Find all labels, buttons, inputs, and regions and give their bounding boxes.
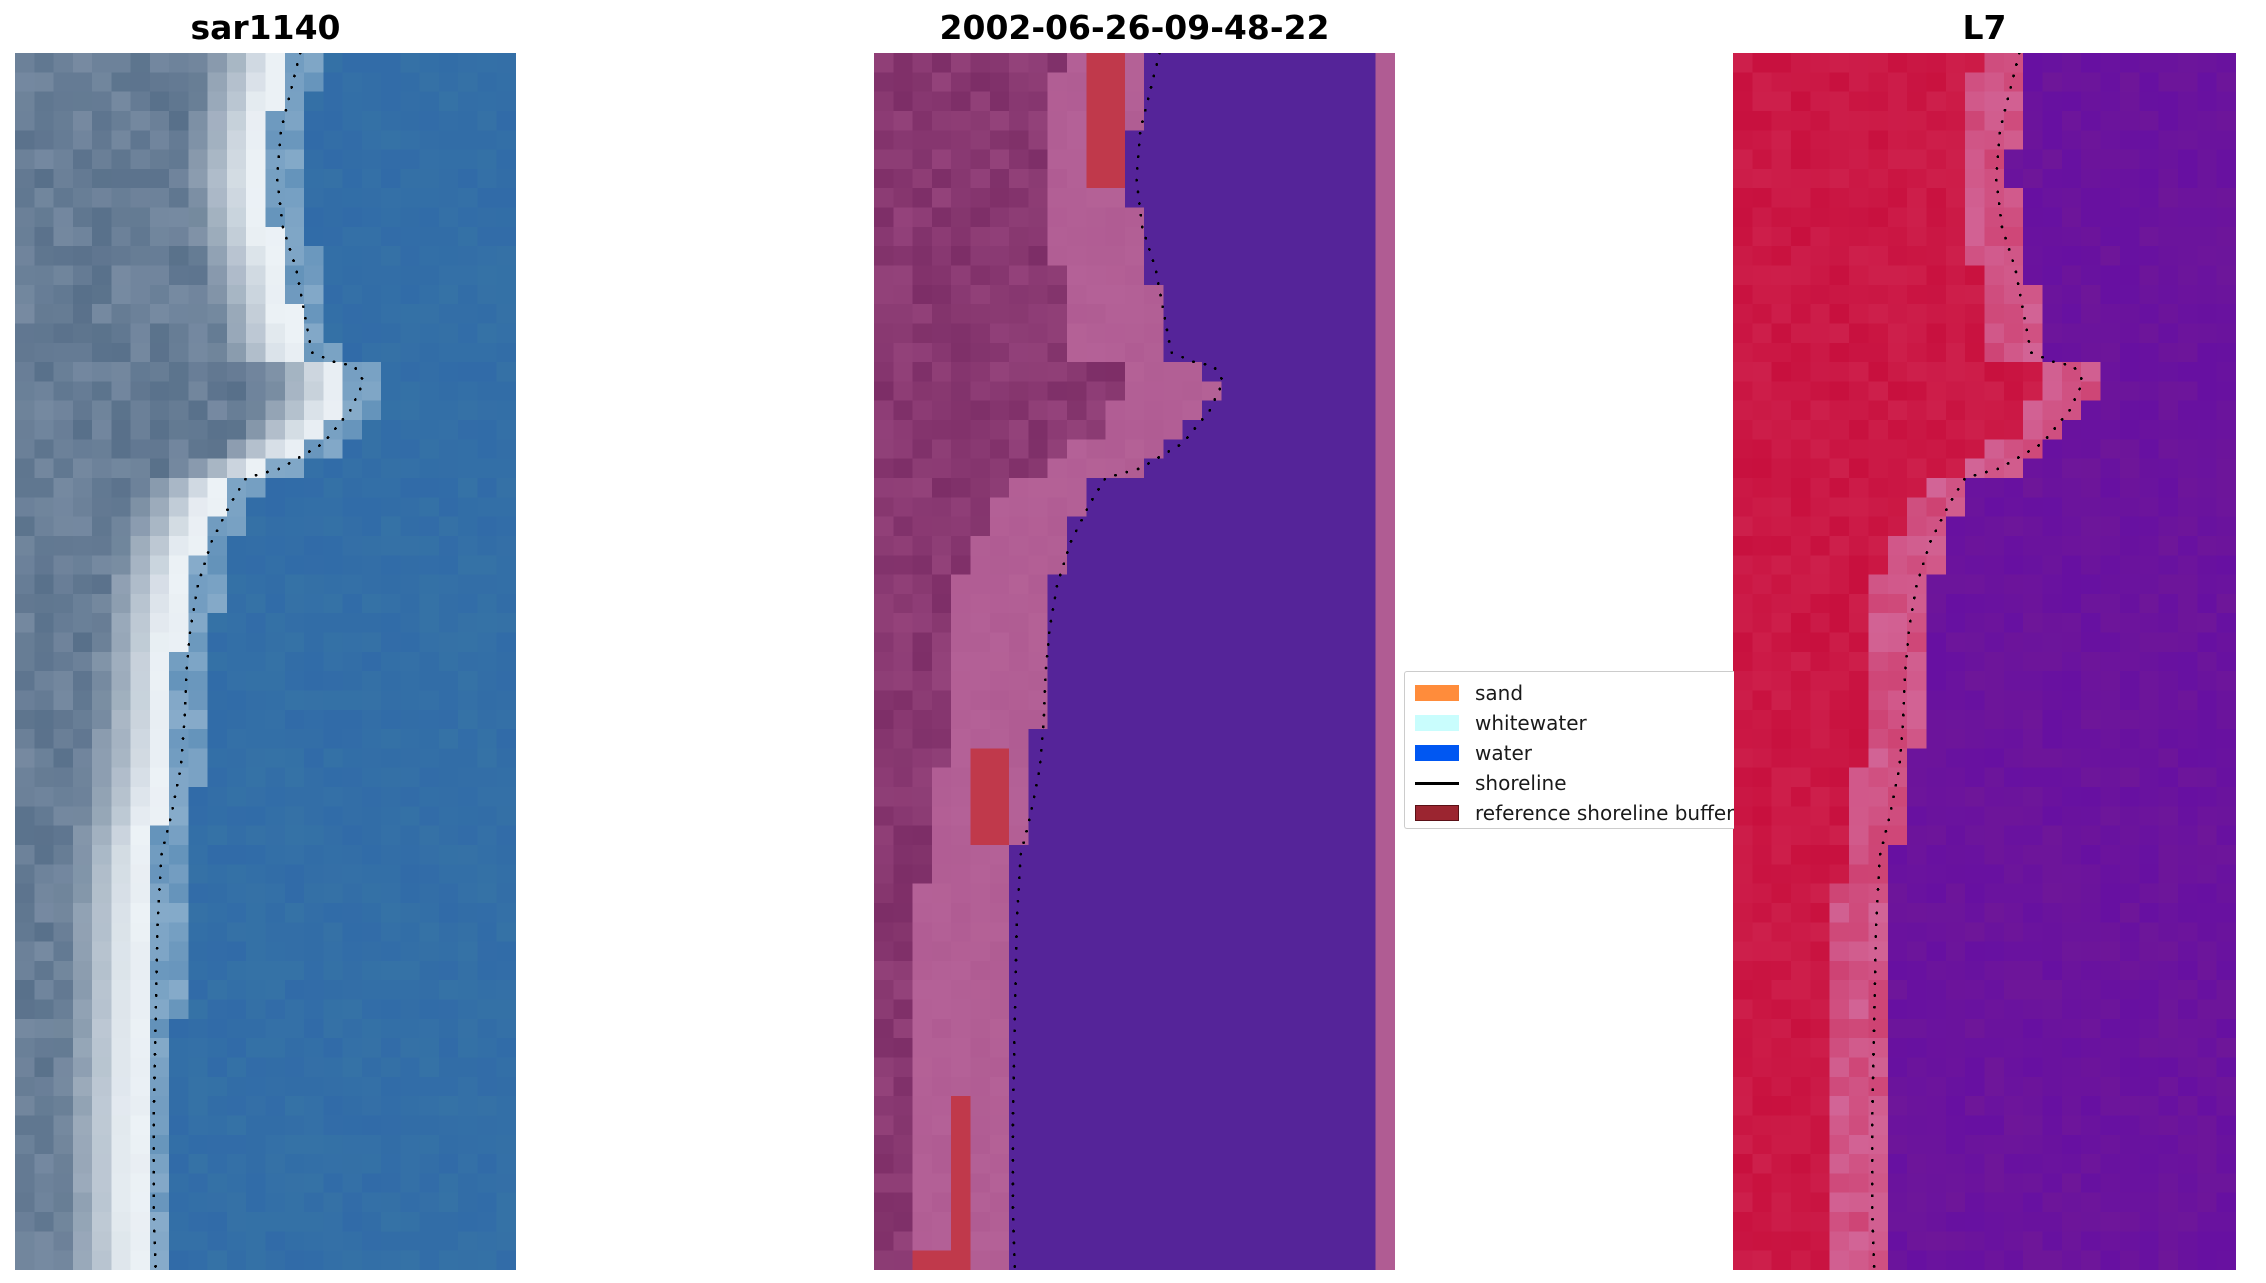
legend-item-whitewater: whitewater <box>1415 708 1734 738</box>
rgb-image-panel <box>15 53 516 1270</box>
legend-item-buffer: reference shoreline buffer <box>1415 798 1734 828</box>
legend: sand whitewater water shoreline referenc… <box>1404 671 1734 829</box>
legend-label: sand <box>1475 681 1524 705</box>
legend-item-shoreline: shoreline <box>1415 768 1734 798</box>
index-image <box>1733 53 2236 1270</box>
shoreline-rgb <box>152 53 366 1270</box>
index-image-panel <box>1733 53 2236 1270</box>
water-swatch <box>1415 745 1459 761</box>
shoreline-index <box>1870 53 2085 1270</box>
sand-swatch <box>1415 685 1459 701</box>
legend-item-water: water <box>1415 738 1734 768</box>
panel-title-classified: 2002-06-26-09-48-22 <box>939 8 1330 47</box>
shoreline-classified <box>1011 53 1225 1270</box>
whitewater-swatch <box>1415 715 1459 731</box>
rgb-image <box>15 53 516 1270</box>
legend-label: water <box>1475 741 1532 765</box>
shoreline-swatch <box>1415 781 1459 785</box>
buffer-swatch <box>1415 805 1459 821</box>
legend-label: shoreline <box>1475 771 1567 795</box>
classified-image-panel <box>874 53 1395 1270</box>
panel-title-rgb: sar1140 <box>190 8 341 47</box>
panel-title-index: L7 <box>1962 8 2007 47</box>
legend-item-sand: sand <box>1415 678 1734 708</box>
legend-label: reference shoreline buffer <box>1475 801 1734 825</box>
legend-label: whitewater <box>1475 711 1587 735</box>
classified-image <box>874 53 1395 1270</box>
